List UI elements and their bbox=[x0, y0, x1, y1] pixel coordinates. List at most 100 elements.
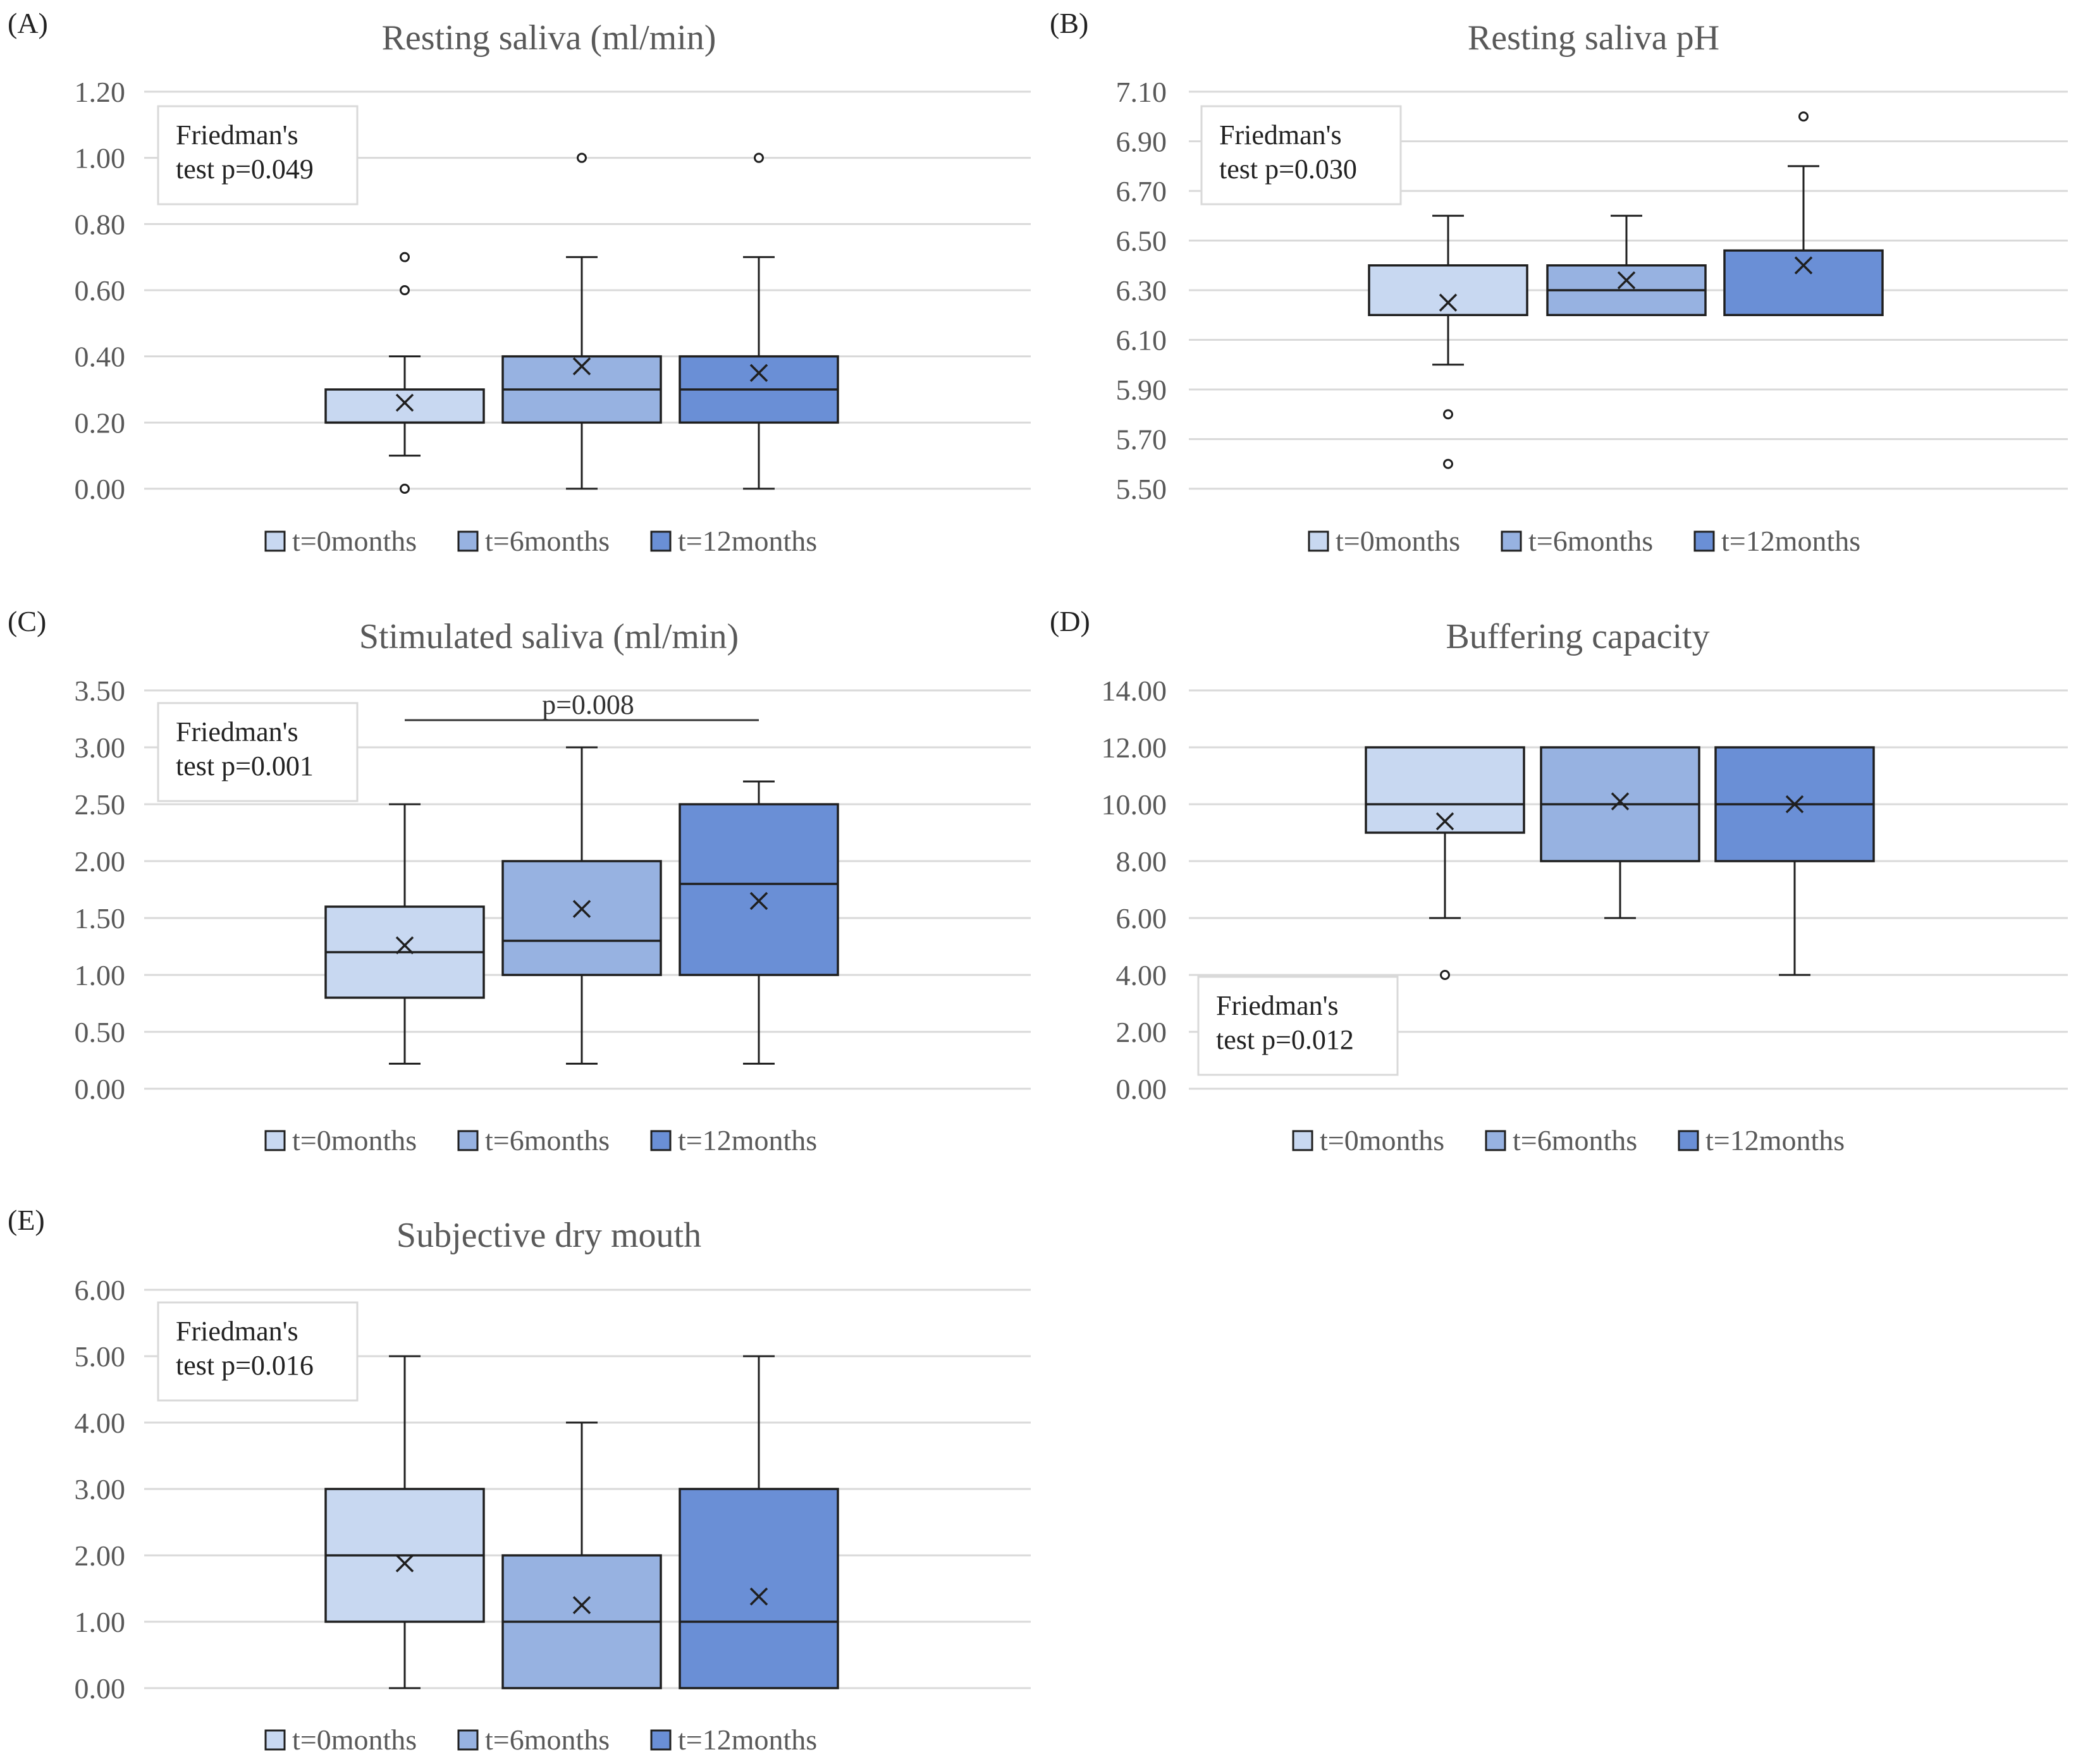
annotation-line: test p=0.030 bbox=[1219, 154, 1357, 185]
y-tick-label: 6.70 bbox=[1116, 175, 1167, 207]
chart-title: Stimulated saliva (ml/min) bbox=[359, 617, 739, 656]
outlier-point bbox=[1443, 458, 1453, 469]
y-tick-label: 6.00 bbox=[75, 1274, 126, 1306]
legend-swatch bbox=[457, 1729, 479, 1751]
legend-swatch bbox=[1693, 530, 1715, 552]
mean-marker bbox=[1785, 795, 1804, 814]
annotation-box bbox=[157, 105, 359, 205]
chart-title: Resting saliva pH bbox=[1468, 18, 1719, 58]
y-tick-label: 3.50 bbox=[75, 675, 126, 707]
outlier-point bbox=[1440, 970, 1450, 980]
chart-panel-5: (E) Subjective dry mouth 0.00 1.00 2.00 3.00 4… bbox=[8, 1204, 1031, 1756]
outlier-point bbox=[400, 252, 410, 262]
y-tick-label: 1.00 bbox=[75, 959, 126, 991]
legend-label: t=0months bbox=[1336, 525, 1460, 557]
mean-marker bbox=[749, 1587, 768, 1606]
panel-label: (D) bbox=[1050, 605, 1090, 637]
mean-marker bbox=[1439, 293, 1458, 312]
series-box-2 bbox=[1546, 214, 1707, 316]
mean-marker bbox=[1611, 792, 1630, 811]
y-tick-label: 1.20 bbox=[75, 76, 126, 108]
mean-marker bbox=[572, 357, 591, 376]
legend: t=0months t=6months t=12months bbox=[264, 1124, 817, 1156]
legend: t=0months t=6months t=12months bbox=[1308, 525, 1860, 557]
series-box-3 bbox=[679, 780, 839, 1065]
legend-label: t=0months bbox=[292, 1724, 417, 1756]
annotation-box bbox=[1200, 105, 1402, 205]
series-box-2 bbox=[501, 1421, 662, 1689]
y-tick-label: 5.50 bbox=[1116, 473, 1167, 505]
legend: t=0months t=6months t=12months bbox=[1292, 1124, 1845, 1156]
legend-swatch bbox=[457, 530, 479, 552]
y-tick-label: 6.90 bbox=[1116, 126, 1167, 158]
annotation-line: Friedman's bbox=[1219, 119, 1342, 150]
y-tick-label: 2.00 bbox=[1116, 1016, 1167, 1048]
significance-label: p=0.008 bbox=[542, 689, 634, 720]
y-tick-label: 0.20 bbox=[75, 407, 126, 439]
legend-swatch bbox=[1485, 1130, 1506, 1151]
y-tick-label: 1.00 bbox=[75, 1606, 126, 1638]
annotation-line: test p=0.012 bbox=[1216, 1024, 1354, 1055]
outlier-point bbox=[400, 484, 410, 494]
outlier-point bbox=[400, 285, 410, 295]
series-box-3 bbox=[679, 1355, 839, 1689]
y-tick-label: 5.00 bbox=[75, 1340, 126, 1373]
mean-marker bbox=[1617, 271, 1636, 290]
iqr-box bbox=[1723, 249, 1884, 317]
y-tick-label: 0.00 bbox=[75, 1073, 126, 1105]
y-tick-label: 5.70 bbox=[1116, 424, 1167, 456]
annotation-line: Friedman's bbox=[176, 119, 298, 150]
series-box-1 bbox=[324, 1355, 485, 1689]
legend-swatch bbox=[650, 530, 672, 552]
legend: t=0months t=6months t=12months bbox=[264, 525, 817, 557]
y-tick-label: 8.00 bbox=[1116, 845, 1167, 878]
legend-label: t=6months bbox=[1528, 525, 1653, 557]
panel-label: (A) bbox=[8, 7, 48, 39]
iqr-box bbox=[679, 1488, 839, 1689]
legend-swatch bbox=[650, 1729, 672, 1751]
annotation-box bbox=[1197, 976, 1399, 1076]
y-tick-label: 2.00 bbox=[75, 1540, 126, 1572]
y-tick-label: 2.00 bbox=[75, 845, 126, 878]
annotation-line: test p=0.001 bbox=[176, 750, 314, 781]
chart-title: Resting saliva (ml/min) bbox=[382, 18, 716, 58]
legend-label: t=6months bbox=[1513, 1124, 1637, 1156]
legend-label: t=0months bbox=[292, 525, 417, 557]
outlier-point bbox=[754, 152, 764, 163]
y-tick-label: 0.80 bbox=[75, 208, 126, 240]
series-box-2 bbox=[501, 746, 662, 1065]
annotation-line: Friedman's bbox=[1216, 990, 1339, 1021]
y-tick-label: 5.90 bbox=[1116, 374, 1167, 406]
series-box-3 bbox=[679, 152, 839, 490]
y-tick-label: 0.00 bbox=[1116, 1073, 1167, 1105]
chart-panel-4: (D) Buffering capacity 0.00 2.00 4.00 6.00 8.0… bbox=[1050, 605, 2068, 1156]
friedman-annotation: Friedman's test p=0.030 bbox=[1200, 105, 1402, 205]
legend-label: t=12months bbox=[678, 1124, 817, 1156]
legend-label: t=0months bbox=[1320, 1124, 1444, 1156]
y-tick-label: 0.00 bbox=[75, 1672, 126, 1705]
series-box-1 bbox=[1368, 214, 1528, 469]
series-box-1 bbox=[324, 803, 485, 1065]
annotation-line: Friedman's bbox=[176, 1316, 298, 1347]
chart-title: Buffering capacity bbox=[1446, 617, 1709, 656]
legend-label: t=0months bbox=[292, 1124, 417, 1156]
legend-swatch bbox=[650, 1130, 672, 1151]
series-box-1 bbox=[324, 252, 485, 494]
iqr-box bbox=[501, 860, 662, 976]
iqr-box bbox=[1368, 264, 1528, 316]
y-tick-label: 4.00 bbox=[1116, 959, 1167, 991]
y-tick-label: 1.00 bbox=[75, 142, 126, 175]
mean-marker bbox=[1794, 256, 1813, 274]
legend-label: t=12months bbox=[1721, 525, 1860, 557]
legend-label: t=12months bbox=[1705, 1124, 1845, 1156]
panel-label: (E) bbox=[8, 1204, 45, 1236]
mean-marker bbox=[395, 393, 414, 412]
annotation-line: test p=0.016 bbox=[176, 1350, 314, 1381]
y-tick-label: 7.10 bbox=[1116, 76, 1167, 108]
mean-marker bbox=[395, 1554, 414, 1572]
y-tick-label: 14.00 bbox=[1102, 675, 1167, 707]
panel-label: (B) bbox=[1050, 7, 1088, 39]
